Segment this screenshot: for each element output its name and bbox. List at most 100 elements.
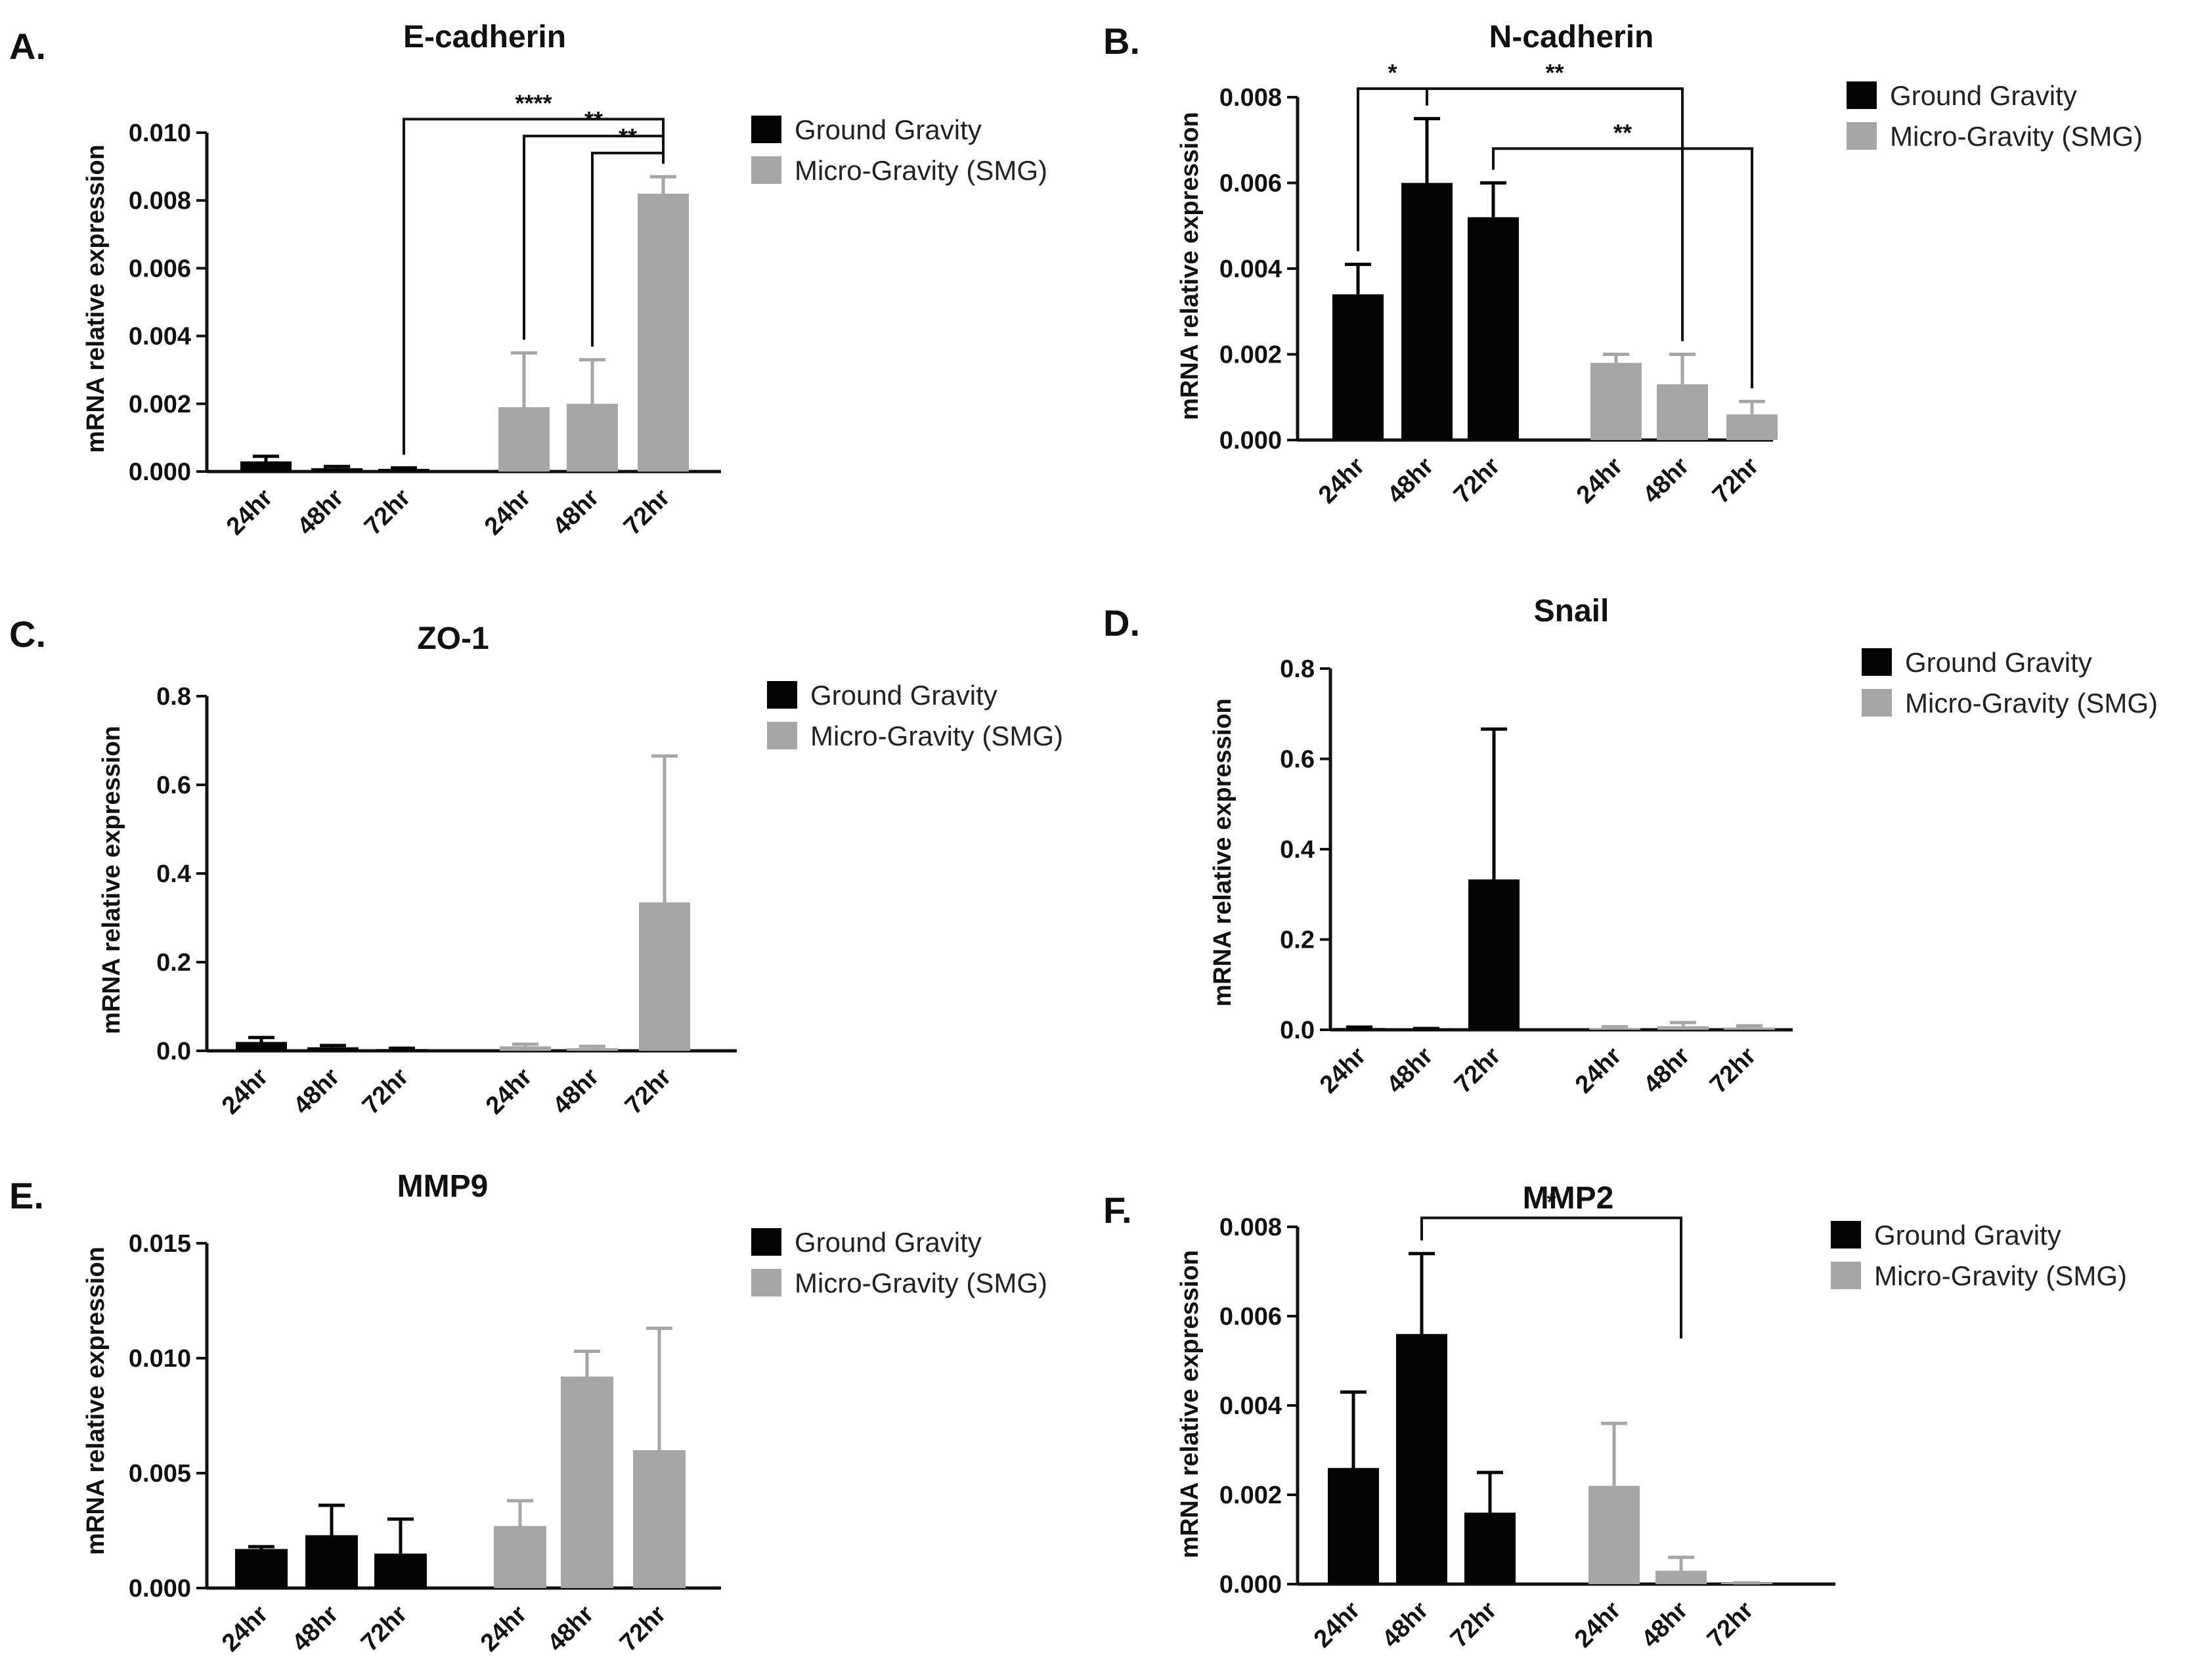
- legend-label-ground: Ground Gravity: [795, 1227, 982, 1258]
- bar-ground-24hr: [1328, 1468, 1379, 1584]
- bar-micro-72hr: [638, 193, 689, 472]
- significance-label: *: [1388, 59, 1397, 86]
- x-tick-label: 24hr: [1569, 1597, 1627, 1654]
- legend-swatch-micro: [1831, 1262, 1861, 1289]
- bar-ground-24hr: [1332, 294, 1384, 440]
- legend-label-micro: Micro-Gravity (SMG): [1874, 1260, 2127, 1291]
- panel-letter: B.: [1103, 20, 1140, 62]
- bar-ground-48hr: [311, 468, 362, 472]
- y-axis-label: mRNA relative expression: [98, 726, 125, 1034]
- x-tick-label: 48hr: [1636, 1597, 1694, 1654]
- legend-swatch-ground: [1862, 648, 1892, 676]
- y-axis-label: mRNA relative expression: [82, 1247, 110, 1555]
- y-tick-label: 0.000: [129, 458, 191, 486]
- bar-ground-72hr: [1464, 1513, 1516, 1584]
- y-tick-label: 0.004: [1219, 255, 1282, 283]
- y-tick-label: 0.000: [1219, 1571, 1282, 1599]
- y-tick-label: 0.0: [156, 1038, 191, 1065]
- x-tick-label: 72hr: [1707, 453, 1764, 510]
- legend-swatch-micro: [751, 1269, 781, 1296]
- x-tick-label: 72hr: [1702, 1597, 1759, 1654]
- y-tick-label: 0.002: [129, 391, 191, 418]
- chart-title: ZO-1: [417, 621, 489, 656]
- x-tick-label: 24hr: [217, 1063, 274, 1120]
- legend-swatch-ground: [1831, 1221, 1861, 1249]
- legend-label-ground: Ground Gravity: [1874, 1220, 2061, 1250]
- significance-label: **: [1545, 59, 1564, 86]
- bar-ground-72hr: [376, 1049, 427, 1051]
- legend-swatch-micro: [751, 156, 781, 184]
- legend: Ground Gravity Micro-Gravity (SMG): [1831, 1220, 2127, 1291]
- legend-label-micro: Micro-Gravity (SMG): [795, 155, 1047, 186]
- y-axis-label: mRNA relative expression: [1176, 112, 1204, 420]
- y-tick-label: 0.005: [129, 1460, 191, 1488]
- bar-ground-24hr: [236, 1042, 287, 1051]
- panel-letter: D.: [1103, 602, 1140, 644]
- x-tick-label: 48hr: [288, 1063, 345, 1120]
- chart-panel-6: F. MMP2 mRNA relative expression 0.000 0.002…: [1103, 1181, 2127, 1653]
- y-tick-label: 0.8: [156, 683, 191, 711]
- panel-letter: A.: [9, 26, 46, 67]
- x-tick-label: 48hr: [542, 1601, 600, 1658]
- significance-label: ****: [515, 89, 552, 116]
- x-tick-label: 72hr: [1449, 453, 1506, 510]
- bar-ground-48hr: [307, 1047, 359, 1051]
- bar-micro-48hr: [567, 1048, 618, 1051]
- legend-swatch-micro: [1862, 689, 1892, 717]
- x-tick-label: 48hr: [292, 484, 349, 541]
- y-tick-label: 0.000: [129, 1575, 191, 1603]
- x-tick-label: 48hr: [1382, 453, 1439, 510]
- x-tick-label: 72hr: [1705, 1042, 1762, 1099]
- significance-bracket: [1492, 147, 1753, 389]
- y-tick-label: 0.006: [1219, 170, 1282, 198]
- legend: Ground Gravity Micro-Gravity (SMG): [1862, 647, 2158, 718]
- y-tick-label: 0.4: [156, 860, 191, 888]
- y-tick-label: 0.2: [1280, 927, 1315, 954]
- x-tick-label: 72hr: [359, 484, 416, 541]
- significance-label: **: [584, 106, 603, 133]
- bar-ground-24hr: [240, 461, 292, 472]
- legend-label-ground: Ground Gravity: [810, 680, 997, 711]
- panel-letter: F.: [1103, 1189, 1132, 1231]
- significance-bracket: [1420, 1216, 1682, 1338]
- x-tick-label: 24hr: [1313, 453, 1370, 510]
- bar-micro-48hr: [561, 1377, 613, 1588]
- legend-label-micro: Micro-Gravity (SMG): [1890, 121, 2143, 152]
- bar-micro-24hr: [498, 407, 550, 472]
- legend: Ground Gravity Micro-Gravity (SMG): [1847, 80, 2143, 152]
- x-tick-label: 24hr: [475, 1601, 533, 1658]
- chart-title: N-cadherin: [1489, 20, 1654, 55]
- legend-swatch-ground: [751, 1228, 781, 1256]
- y-tick-label: 0.004: [1219, 1392, 1282, 1420]
- y-tick-label: 0.008: [1219, 84, 1282, 112]
- x-tick-label: 24hr: [1315, 1042, 1372, 1099]
- significance-bracket: [591, 151, 665, 347]
- y-tick-label: 0.8: [1280, 655, 1315, 683]
- bar-micro-48hr: [1657, 1026, 1709, 1030]
- legend: Ground Gravity Micro-Gravity (SMG): [767, 680, 1063, 751]
- x-tick-label: 24hr: [221, 484, 278, 541]
- x-tick-label: 48hr: [1638, 1042, 1696, 1099]
- chart-title: MMP9: [397, 1169, 489, 1204]
- bar-ground-24hr: [1334, 1028, 1385, 1030]
- y-tick-label: 0.002: [1219, 1482, 1282, 1509]
- x-tick-label: 24hr: [217, 1601, 274, 1658]
- bar-micro-48hr: [1655, 1570, 1707, 1584]
- chart-title: E-cadherin: [403, 20, 566, 55]
- x-tick-label: 72hr: [620, 1063, 677, 1120]
- bar-micro-24hr: [1589, 1028, 1640, 1030]
- y-tick-label: 0.002: [1219, 342, 1282, 369]
- y-tick-label: 0.015: [129, 1230, 191, 1258]
- x-tick-label: 24hr: [481, 1063, 538, 1120]
- x-tick-label: 24hr: [1309, 1597, 1366, 1654]
- x-tick-label: 72hr: [615, 1601, 672, 1658]
- significance-bracket: [403, 118, 665, 455]
- bar-micro-24hr: [494, 1526, 546, 1588]
- x-tick-label: 72hr: [1449, 1042, 1506, 1099]
- chart-panel-4: D. Snail mRNA relative expression 0.0 0.2 0.4…: [1103, 594, 2158, 1099]
- bar-micro-24hr: [500, 1046, 551, 1051]
- y-tick-label: 0.6: [156, 772, 191, 799]
- y-tick-label: 0.008: [129, 187, 191, 215]
- significance-label: **: [1613, 119, 1632, 146]
